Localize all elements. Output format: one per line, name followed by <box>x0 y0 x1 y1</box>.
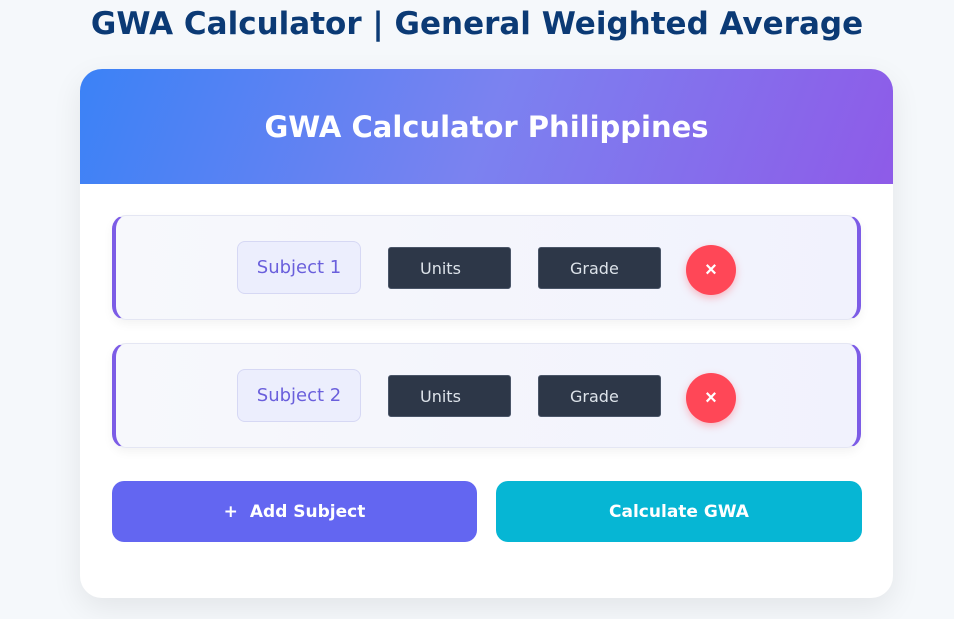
calculator-card: GWA Calculator Philippines Subject 1 × S… <box>80 69 893 598</box>
add-subject-label: Add Subject <box>249 501 366 522</box>
page-title: GWA Calculator | General Weighted Averag… <box>90 6 864 42</box>
subject-row: Subject 2 × <box>112 343 861 448</box>
card-header: GWA Calculator Philippines <box>80 69 893 184</box>
subject-row: Subject 1 × <box>112 215 861 320</box>
grade-input[interactable] <box>538 375 661 417</box>
units-input[interactable] <box>388 247 511 289</box>
delete-subject-button[interactable]: × <box>686 245 736 295</box>
add-subject-button[interactable]: + Add Subject <box>112 481 477 542</box>
calculate-gwa-button[interactable]: Calculate GWA <box>496 481 862 542</box>
subject-label: Subject 2 <box>237 369 361 422</box>
plus-icon: + <box>223 501 238 522</box>
units-input[interactable] <box>388 375 511 417</box>
delete-subject-button[interactable]: × <box>686 373 736 423</box>
close-icon: × <box>705 386 717 409</box>
grade-input[interactable] <box>538 247 661 289</box>
subject-label: Subject 1 <box>237 241 361 294</box>
close-icon: × <box>705 258 717 281</box>
